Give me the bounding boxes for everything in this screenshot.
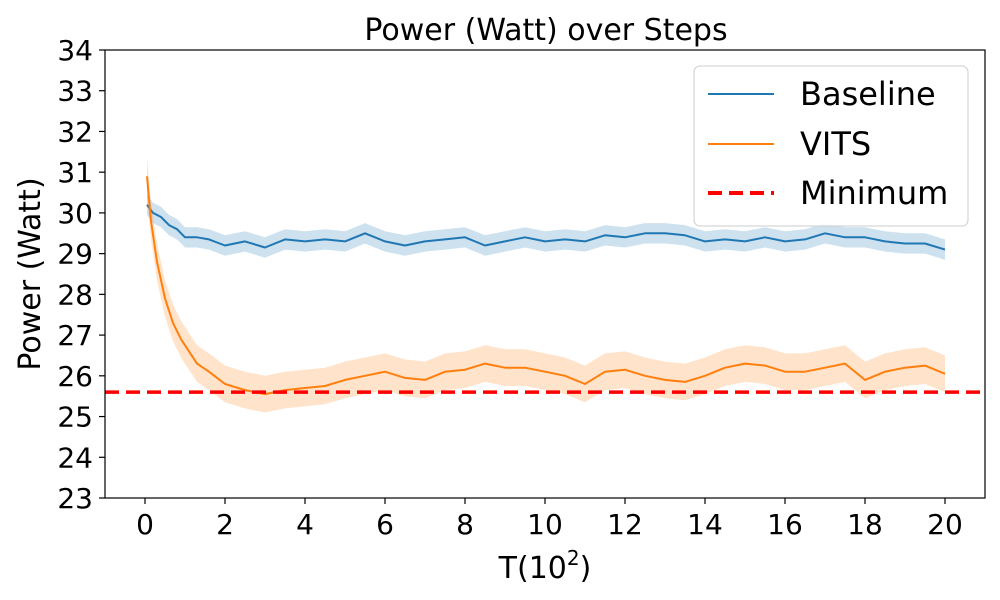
series-line-baseline — [146, 204, 946, 251]
x-axis: 0 2 4 6 8 10 12 14 16 18 20 — [136, 498, 963, 541]
y-tick-label: 29 — [57, 238, 93, 271]
x-axis-title: T(102) — [498, 546, 592, 586]
x-tick-label: 12 — [607, 508, 643, 541]
series-line-vits — [146, 176, 946, 396]
y-tick-label: 32 — [57, 115, 93, 148]
y-tick-label: 31 — [57, 156, 93, 189]
x-tick-label: 16 — [767, 508, 803, 541]
x-tick-label: 0 — [136, 508, 154, 541]
x-tick-label: 4 — [296, 508, 314, 541]
chart-title: Power (Watt) over Steps — [364, 13, 727, 48]
x-tick-label: 18 — [847, 508, 883, 541]
confidence-band-vits — [147, 157, 945, 413]
x-tick-label: 6 — [376, 508, 394, 541]
y-axis-title: Power (Watt) — [13, 177, 48, 370]
y-tick-label: 28 — [57, 278, 93, 311]
y-tick-label: 34 — [57, 34, 93, 67]
legend-box — [693, 65, 969, 227]
y-tick-label: 25 — [57, 401, 93, 434]
y-tick-label: 26 — [57, 360, 93, 393]
confidence-band-baseline — [147, 194, 945, 260]
x-tick-label: 2 — [216, 508, 234, 541]
legend-label-minimum: Minimum — [800, 174, 948, 212]
legend-label-vits: VITS — [800, 125, 871, 163]
x-axis-title-close: ) — [580, 551, 592, 586]
y-tick-label: 30 — [57, 197, 93, 230]
x-tick-label: 14 — [687, 508, 723, 541]
y-tick-label: 24 — [57, 441, 93, 474]
legend: Baseline VITS Minimum — [693, 65, 969, 227]
y-tick-label: 27 — [57, 319, 93, 352]
plot-area — [105, 157, 985, 413]
x-tick-label: 10 — [527, 508, 563, 541]
x-axis-title-exponent: 2 — [567, 546, 580, 570]
x-tick-label: 8 — [456, 508, 474, 541]
y-axis: 23 24 25 26 27 28 29 30 31 32 33 34 — [57, 34, 105, 515]
legend-label-baseline: Baseline — [800, 75, 936, 113]
x-axis-title-base: T(10 — [498, 551, 567, 586]
x-tick-label: 20 — [927, 508, 963, 541]
y-tick-label: 33 — [57, 75, 93, 108]
y-tick-label: 23 — [57, 482, 93, 515]
